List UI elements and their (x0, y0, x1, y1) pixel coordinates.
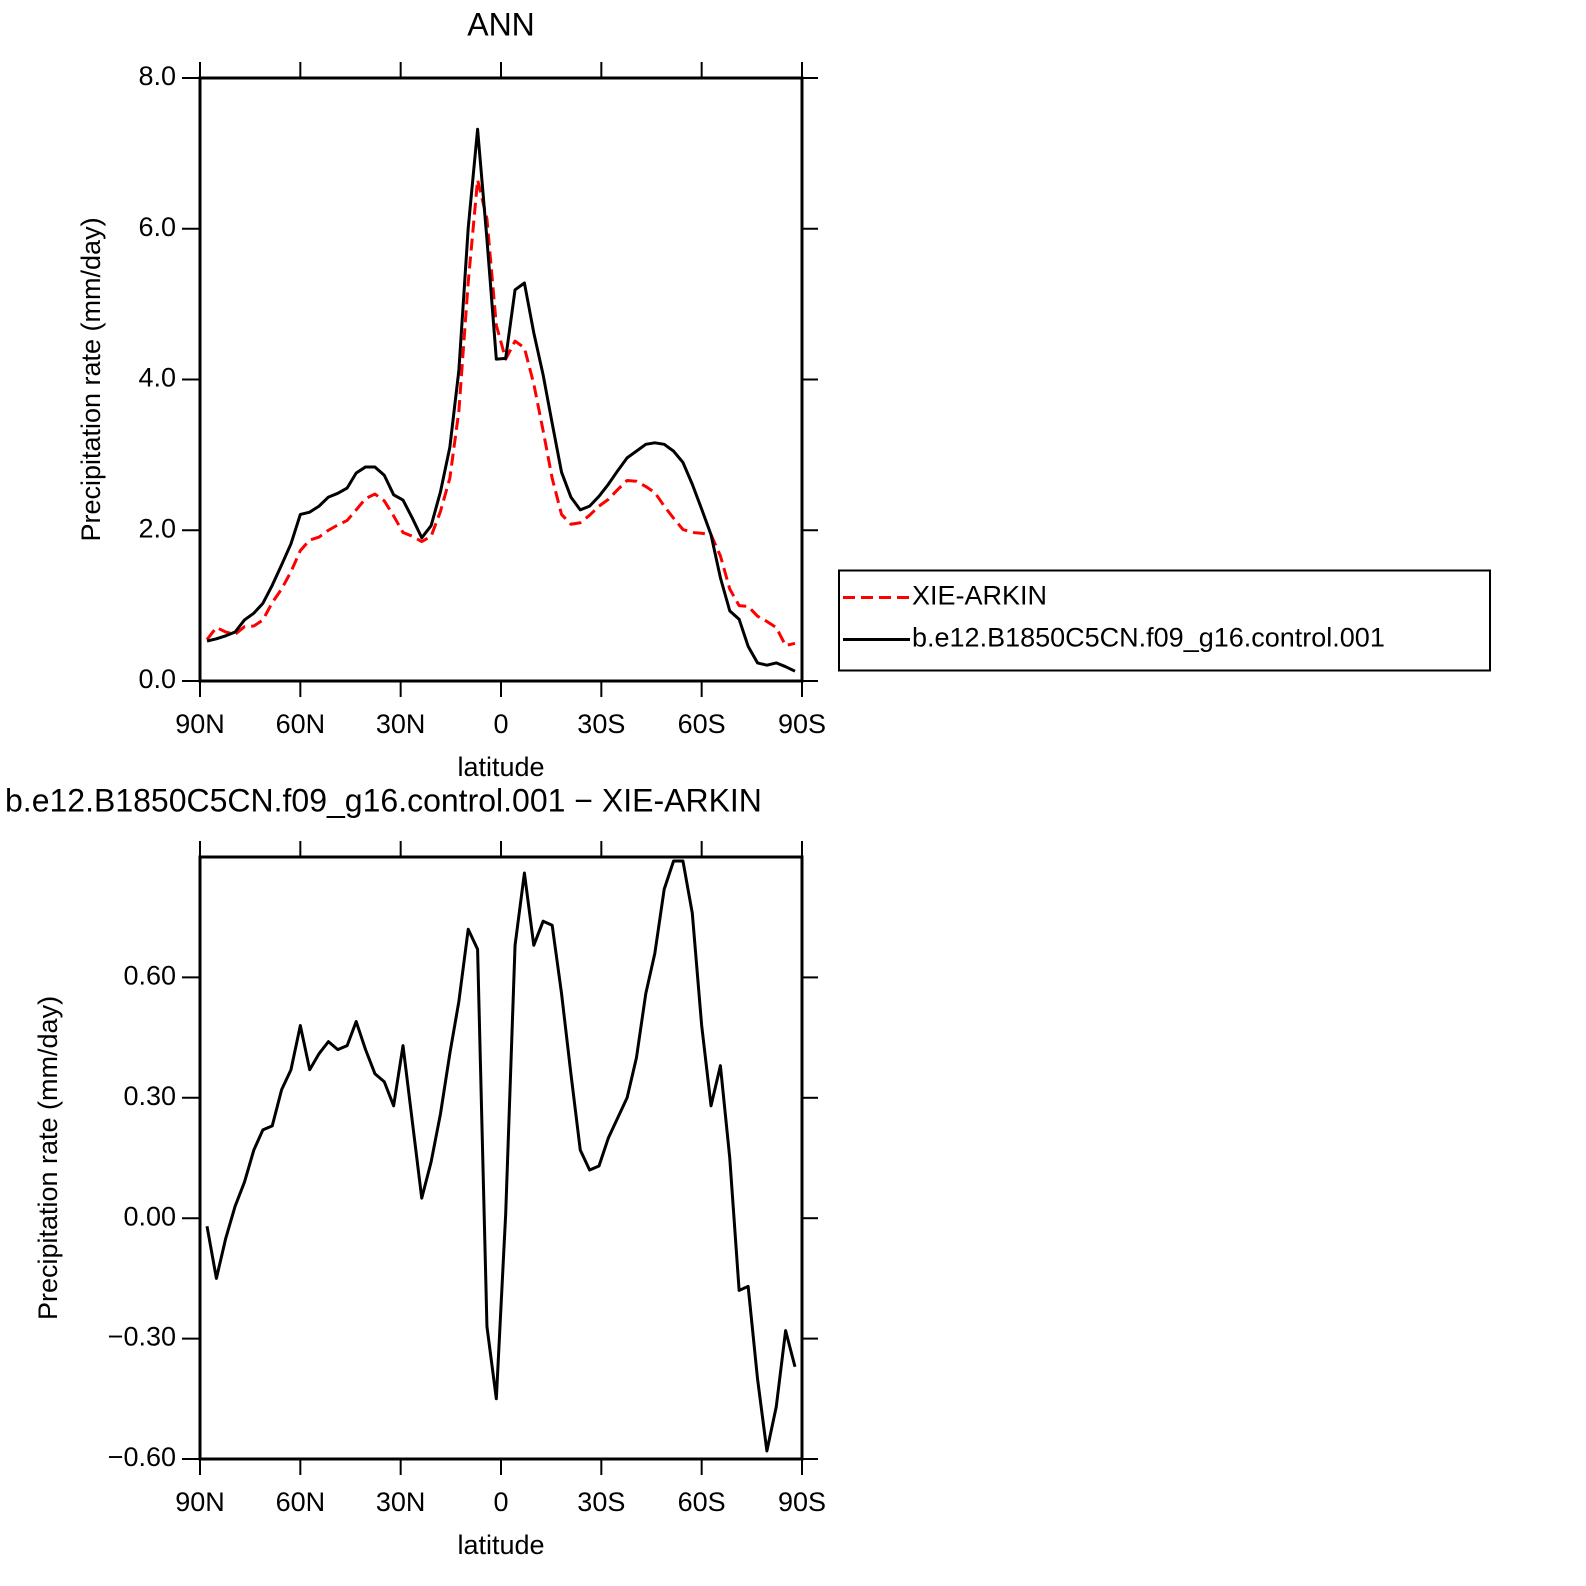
chart-title: b.e12.B1850C5CN.f09_g16.control.001 − XI… (5, 782, 762, 818)
x-axis-label: latitude (457, 1530, 544, 1560)
x-tick-label: 90S (778, 709, 826, 739)
chart-title: ANN (467, 6, 535, 42)
legend-label: XIE-ARKIN (912, 581, 1047, 611)
x-tick-label: 0 (493, 1487, 508, 1517)
y-tick-label: 6.0 (138, 212, 176, 242)
y-tick-label: −0.30 (108, 1322, 176, 1352)
x-tick-label: 60S (678, 1487, 726, 1517)
x-tick-label: 60N (276, 709, 326, 739)
x-tick-label: 90S (778, 1487, 826, 1517)
x-tick-label: 30N (376, 709, 426, 739)
x-tick-label: 30S (577, 709, 625, 739)
x-tick-label: 90N (175, 709, 225, 739)
y-tick-label: 0.0 (138, 664, 176, 694)
data-line (206, 127, 796, 673)
y-tick-label: 0.60 (123, 961, 176, 991)
plot-frame (198, 855, 804, 1461)
legend-box (838, 569, 1491, 672)
y-tick-label: 0.00 (123, 1201, 176, 1231)
y-tick-label: 0.30 (123, 1081, 176, 1111)
y-axis-label: Precipitation rate (mm/day) (76, 217, 106, 541)
y-tick-label: 4.0 (138, 363, 176, 393)
x-tick-label: 60S (678, 709, 726, 739)
legend: XIE-ARKIN b.e12.B1850C5CN.f09_g16.control… (838, 569, 1491, 672)
x-tick-label: 90N (175, 1487, 225, 1517)
x-axis-label: latitude (457, 752, 544, 782)
x-tick-label: 60N (276, 1487, 326, 1517)
plot-frame (198, 76, 804, 683)
legend-label: b.e12.B1850C5CN.f09_g16.control.001 (912, 623, 1385, 653)
y-tick-label: 8.0 (138, 61, 176, 91)
data-line (205, 178, 796, 648)
y-axis-label: Precipitation rate (mm/day) (33, 996, 63, 1320)
x-tick-label: 0 (493, 709, 508, 739)
x-tick-label: 30N (376, 1487, 426, 1517)
y-tick-label: −0.60 (108, 1442, 176, 1472)
data-line (205, 859, 797, 1453)
x-tick-label: 30S (577, 1487, 625, 1517)
y-tick-label: 2.0 (138, 513, 176, 543)
